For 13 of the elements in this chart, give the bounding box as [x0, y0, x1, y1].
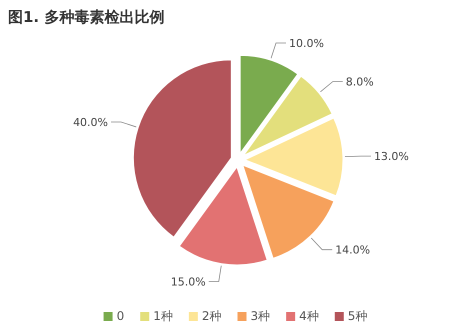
legend-label: 1种 — [153, 309, 173, 323]
data-label: 15.0% — [170, 275, 206, 288]
legend-label: 2种 — [202, 309, 222, 323]
legend-label: 3种 — [250, 309, 270, 323]
data-label: 14.0% — [335, 244, 370, 257]
data-label: 40.0% — [73, 116, 108, 129]
chart-title: 图1. 多种毒素检出比例 — [8, 8, 164, 26]
data-label: 13.0% — [374, 150, 409, 164]
legend-label: 4种 — [299, 309, 319, 323]
data-label: 10.0% — [289, 37, 324, 50]
legend-label: 5种 — [348, 309, 368, 323]
legend-label: 0 — [116, 309, 124, 323]
data-label: 8.0% — [346, 76, 374, 89]
